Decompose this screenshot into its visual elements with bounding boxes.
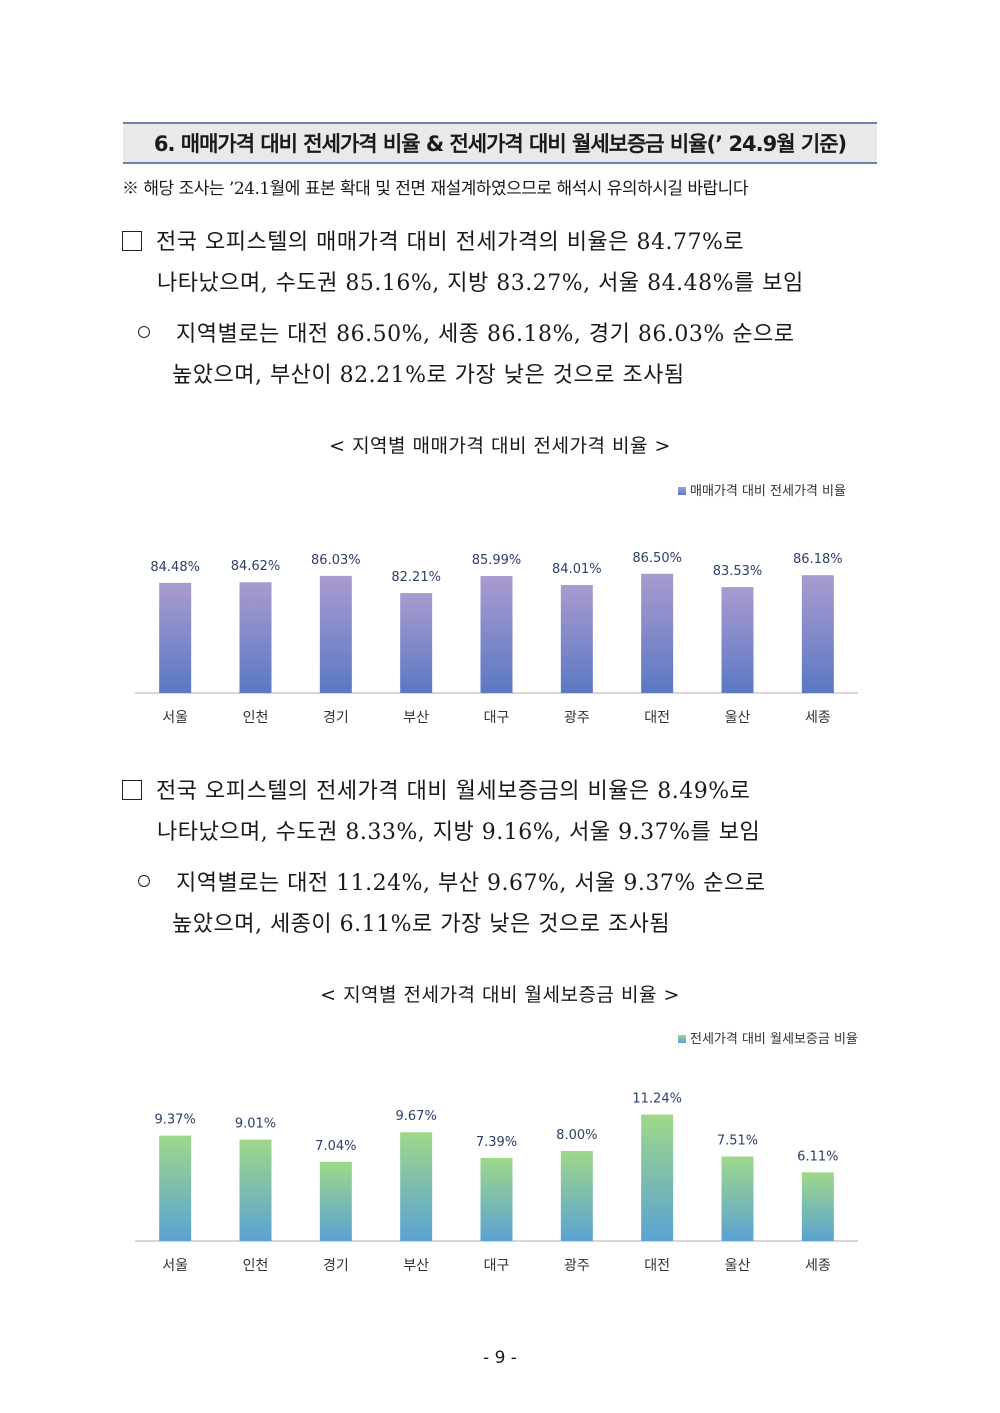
category-label: 서울 [162,1258,188,1274]
bar-대구 [480,576,513,693]
p2-sub-line1: 지역별로는 대전 11.24%, 부산 9.67%, 서울 9.37% 순으로 [176,871,766,896]
legend-swatch [678,487,686,495]
data-label: 84.62% [231,559,281,574]
paragraph-1: 전국 오피스텔의 매매가격 대비 전세가격의 비율은 84.77%로 [122,222,744,263]
paragraph-2-sub: 지역별로는 대전 11.24%, 부산 9.67%, 서울 9.37% 순으로 [138,863,765,904]
category-label: 광주 [564,710,590,726]
category-label: 대구 [484,710,510,726]
p1-sub-line2: 높았으며, 부산이 82.21%로 가장 낮은 것으로 조사됨 [172,363,685,388]
bar-경기 [319,1161,352,1241]
data-label: 84.48% [150,560,200,575]
section-title: 6. 매매가격 대비 전세가격 비율 & 전세가격 대비 월세보증금 비율(’ … [123,122,877,164]
category-label: 부산 [403,710,429,726]
category-label: 세종 [805,710,831,726]
legend-label: 전세가격 대비 월세보증금 비율 [690,1032,858,1047]
bar-부산 [400,1132,433,1241]
p2-sub-line2: 높았으며, 세종이 6.11%로 가장 낮은 것으로 조사됨 [172,912,671,937]
data-label: 86.50% [632,551,682,566]
category-label: 인천 [243,710,269,726]
bar-대구 [480,1157,513,1241]
category-label: 인천 [243,1258,269,1274]
data-label: 8.00% [556,1128,597,1143]
category-label: 광주 [564,1258,590,1274]
data-label: 6.11% [797,1149,838,1164]
p1-line2: 나타났으며, 수도권 85.16%, 지방 83.27%, 서울 84.48%를… [157,271,804,296]
circle-bullet-icon [138,875,150,887]
category-label: 경기 [323,1258,349,1274]
paragraph-2: 전국 오피스텔의 전세가격 대비 월세보증금의 비율은 8.49%로 [122,771,750,812]
survey-note: ※ 해당 조사는 ’24.1월에 표본 확대 및 전면 재설계하였으므로 해석시… [122,179,748,199]
category-label: 부산 [403,1258,429,1274]
p1-line1: 전국 오피스텔의 매매가격 대비 전세가격의 비율은 84.77%로 [156,230,745,255]
checkbox-bullet-icon [122,780,142,800]
legend-swatch [678,1035,686,1043]
category-label: 경기 [323,710,349,726]
bar-대전 [641,573,674,693]
bar-광주 [560,584,593,693]
data-label: 85.99% [472,553,522,568]
bar-서울 [159,582,192,693]
bar-울산 [721,587,754,693]
data-label: 9.01% [235,1117,276,1132]
p2-line1: 전국 오피스텔의 전세가격 대비 월세보증금의 비율은 8.49%로 [156,779,751,804]
category-label: 울산 [725,1258,751,1274]
category-label: 대전 [644,1258,670,1274]
data-label: 83.53% [713,564,763,579]
data-label: 9.67% [396,1109,437,1124]
data-label: 86.18% [793,552,843,567]
data-label: 9.37% [155,1113,196,1128]
bar-경기 [319,575,352,693]
category-label: 울산 [725,710,751,726]
bar-인천 [239,1139,272,1241]
data-label: 7.51% [717,1134,758,1149]
bar-부산 [400,593,433,693]
category-label: 세종 [805,1258,831,1274]
legend-label: 매매가격 대비 전세가격 비율 [690,484,846,499]
bar-광주 [560,1151,593,1241]
data-label: 11.24% [632,1092,682,1107]
checkbox-bullet-icon [122,231,142,251]
category-label: 대전 [644,710,670,726]
paragraph-1-sub: 지역별로는 대전 86.50%, 세종 86.18%, 경기 86.03% 순으… [138,314,794,355]
bar-대전 [641,1114,674,1241]
category-label: 대구 [484,1258,510,1274]
bar-서울 [159,1135,192,1241]
bar-울산 [721,1156,754,1241]
bar-세종 [801,1172,834,1241]
p1-sub-line1: 지역별로는 대전 86.50%, 세종 86.18%, 경기 86.03% 순으… [176,322,795,347]
chart-jeonse-to-sale-ratio: 매매가격 대비 전세가격 비율 84.48% 서울 84.62% 인천 86.03% 경기 8… [135,484,858,726]
data-label: 86.03% [311,553,361,568]
data-label: 7.04% [315,1139,356,1154]
chart2-caption: < 지역별 전세가격 대비 월세보증금 비율 > [320,984,680,1006]
p2-line2: 나타났으며, 수도권 8.33%, 지방 9.16%, 서울 9.37%를 보임 [157,820,761,845]
chart-deposit-to-jeonse-ratio: 전세가격 대비 월세보증금 비율 9.37% 서울 9.01% 인천 7.04% 경기 9.6… [135,1032,858,1274]
category-label: 서울 [162,710,188,726]
bar-세종 [801,575,834,693]
data-label: 84.01% [552,562,602,577]
data-label: 7.39% [476,1135,517,1150]
data-label: 82.21% [391,570,441,585]
bar-인천 [239,582,272,693]
chart1-caption: < 지역별 매매가격 대비 전세가격 비율 > [329,435,671,457]
circle-bullet-icon [138,326,150,338]
page-number: - 9 - [483,1348,517,1368]
